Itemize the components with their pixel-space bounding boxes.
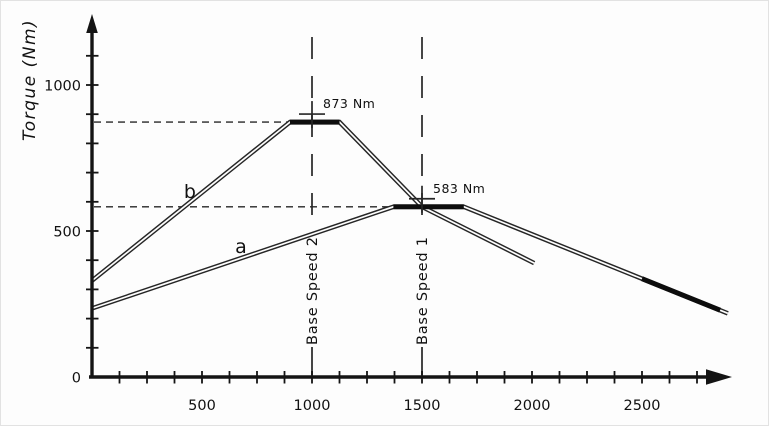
x-axis-arrowhead — [706, 369, 732, 385]
peak-annotation-583: 583 Nm — [433, 181, 485, 196]
curve-a-outline — [91, 204, 729, 316]
curve-label-a: a — [235, 236, 247, 258]
base-speed-label-2: Base Speed 1 — [415, 236, 431, 345]
x-tick-label-500: 500 — [188, 398, 216, 414]
curve-a-core — [91, 205, 729, 315]
base-speed-label-1: Base Speed 2 — [305, 236, 321, 345]
x-tick-label-1000: 1000 — [294, 398, 331, 414]
curve-a-thick-2 — [641, 276, 722, 313]
y-axis-arrowhead — [86, 14, 98, 33]
x-tick-label-2000: 2000 — [514, 398, 551, 414]
x-tick-label-1500: 1500 — [404, 398, 441, 414]
y-tick-label-500: 500 — [53, 225, 81, 241]
y-axis-title: Torque (Nm) — [20, 19, 40, 141]
y-tick-label-0: 0 — [72, 371, 81, 387]
x-tick-label-2500: 2500 — [624, 398, 661, 414]
peak-annotation-873: 873 Nm — [323, 96, 375, 111]
curve-label-b: b — [184, 181, 196, 203]
y-tick-label-1000: 1000 — [44, 79, 81, 95]
